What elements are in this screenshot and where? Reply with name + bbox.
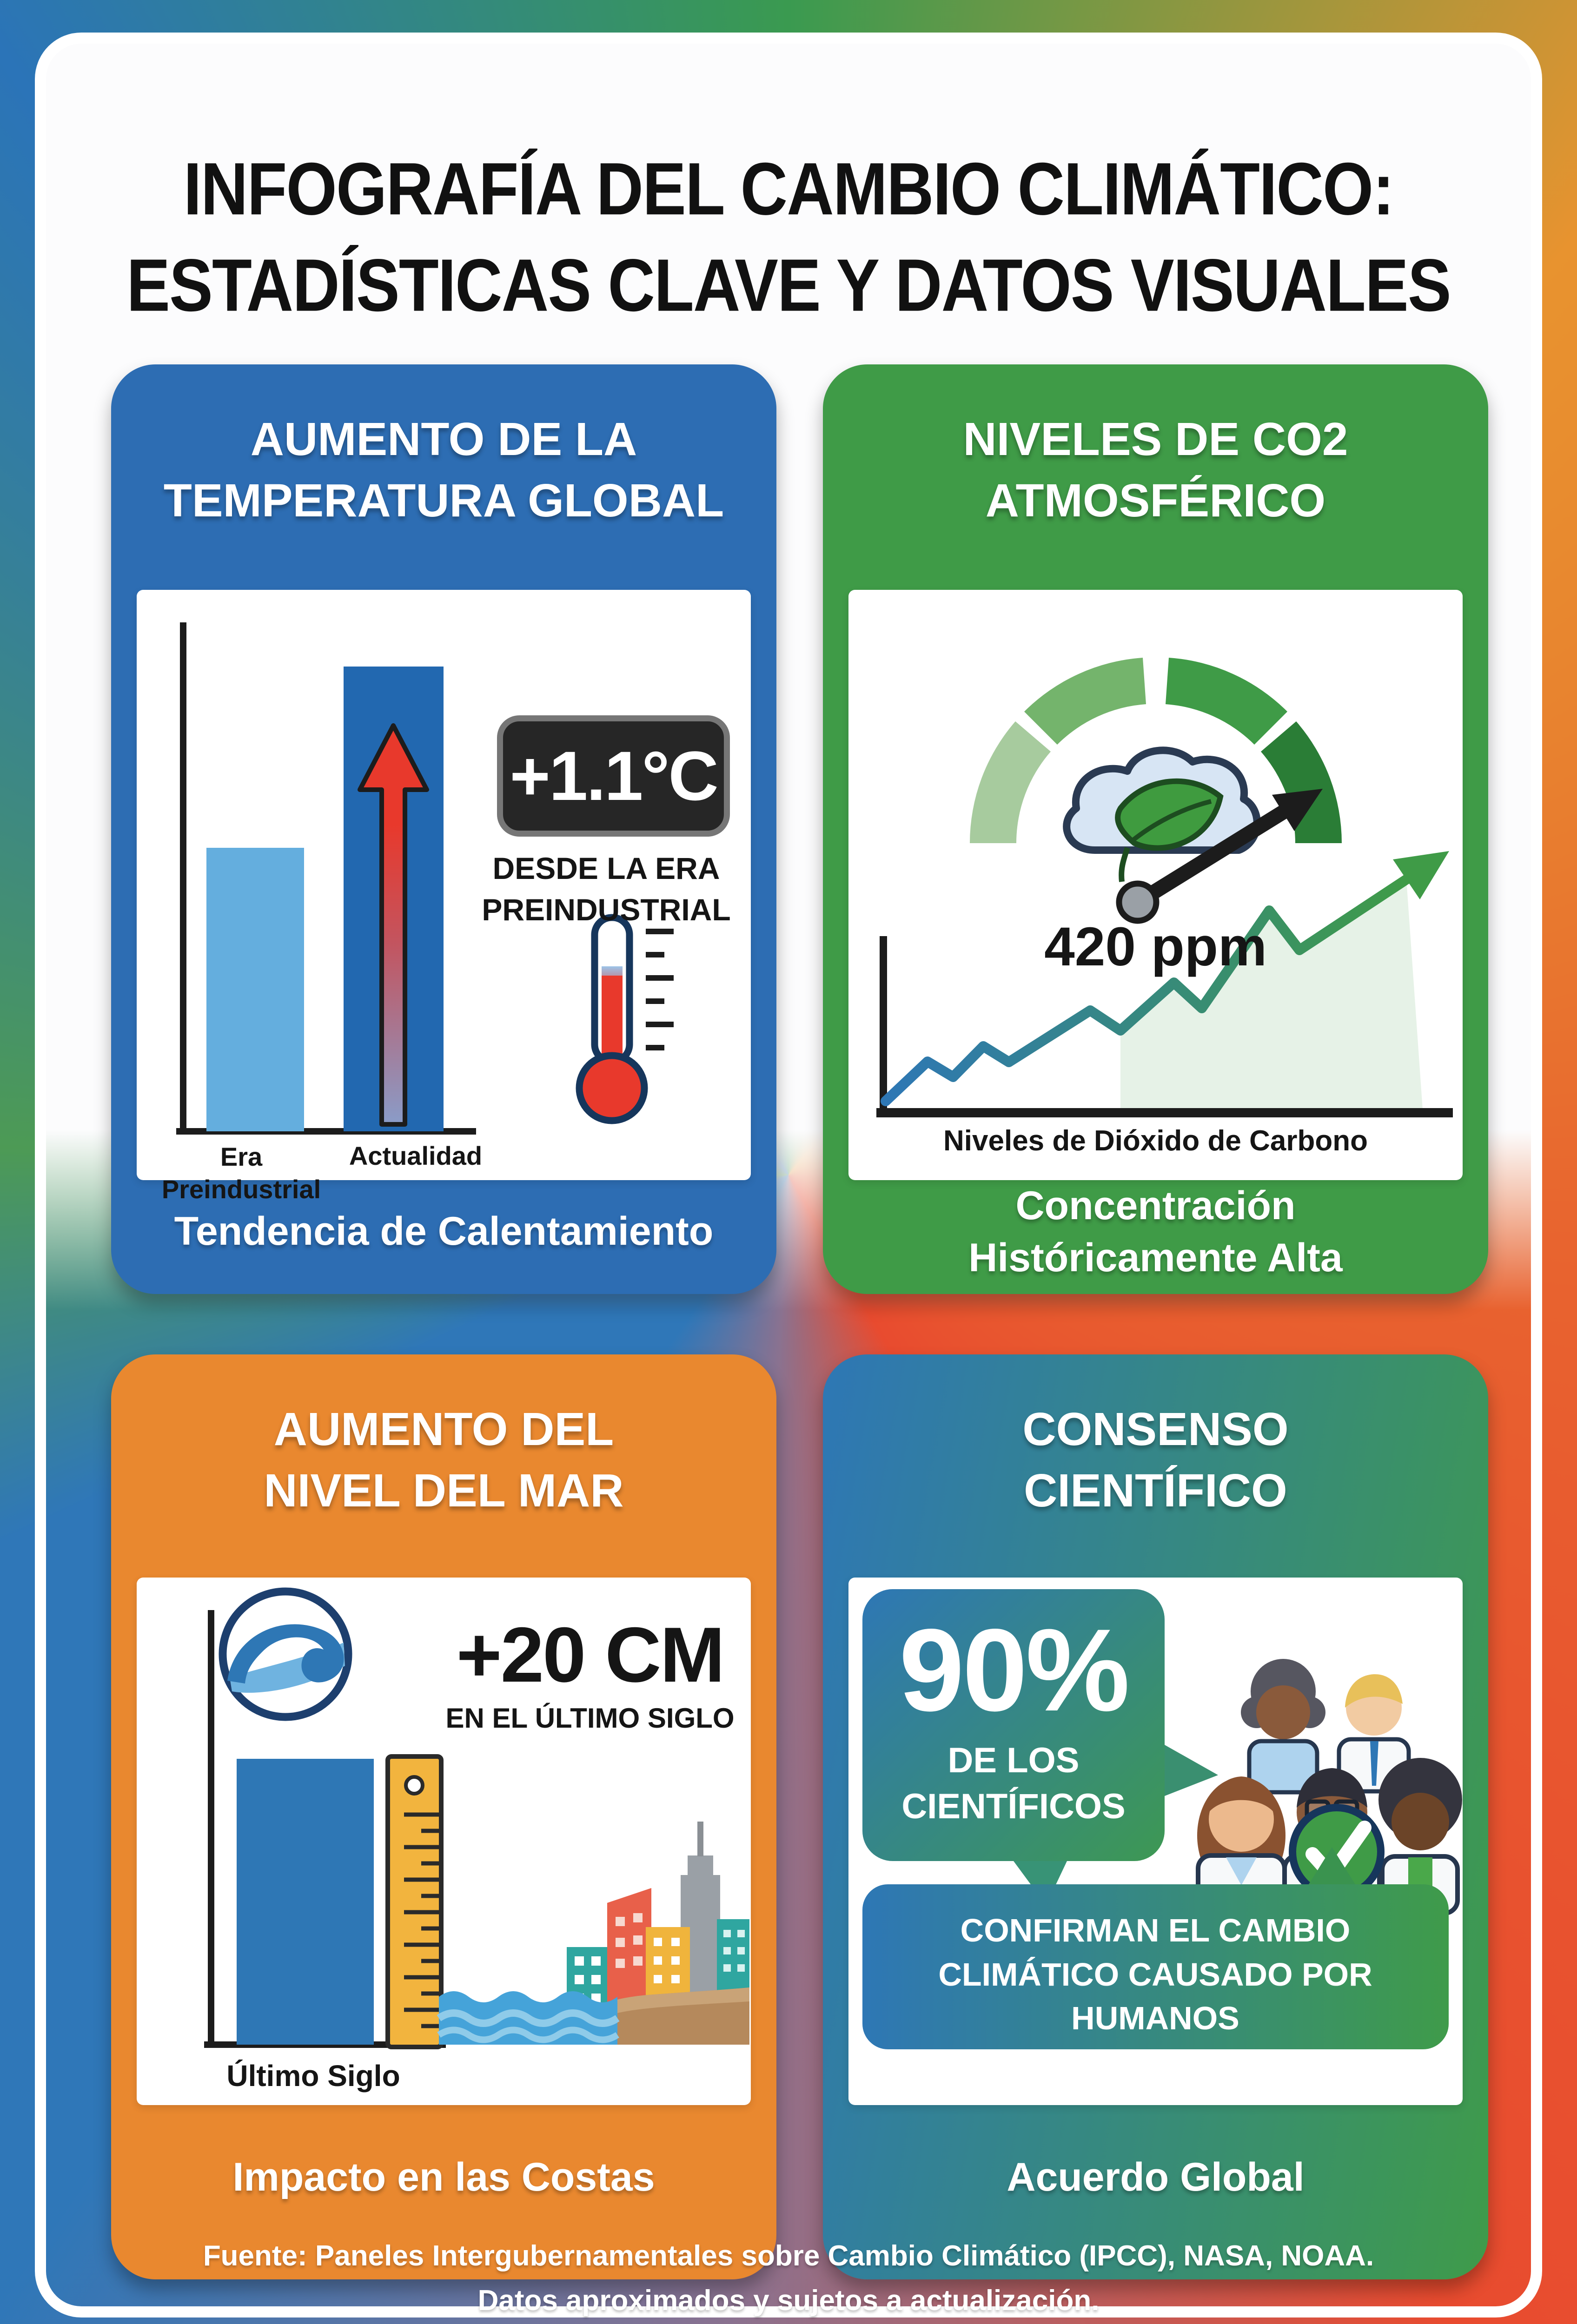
- temperature-badge: +1.1°C: [497, 715, 730, 837]
- sea-value-text: +20 CM: [456, 1611, 725, 1698]
- label-era-line2: Preindustrial: [161, 1175, 321, 1204]
- card-consensus-footer-text: Acuerdo Global: [1007, 2155, 1305, 2199]
- co2-gauge-and-trend: [876, 658, 1453, 1117]
- source-footer: Fuente: Paneles Intergubernamentales sob…: [46, 2234, 1531, 2323]
- temperature-bar-chart: [176, 622, 674, 1135]
- card-temperature: AUMENTO DE LA TEMPERATURA GLOBAL: [111, 364, 776, 1294]
- content-panel: INFOGRAFÍA DEL CAMBIO CLIMÁTICO: ESTADÍS…: [35, 33, 1542, 2317]
- card-sea-level: AUMENTO DEL NIVEL DEL MAR: [111, 1354, 776, 2279]
- card-consensus-footer: Acuerdo Global: [842, 2152, 1470, 2204]
- card-consensus-title-line1: CONSENSO: [1022, 1403, 1289, 1455]
- card-co2-footer-line2: Históricamente Alta: [968, 1235, 1343, 1280]
- source-footer-line1: Fuente: Paneles Intergubernamentales sob…: [203, 2240, 1374, 2272]
- card-co2-title-line1: NIVELES DE CO2: [963, 413, 1348, 465]
- badge-caption-line2: PREINDUSTRIAL: [482, 892, 731, 927]
- wave-icon: [219, 1587, 352, 1721]
- co2-value: 420 ppm: [848, 915, 1463, 978]
- temperature-badge-value: +1.1°C: [510, 737, 718, 815]
- card-consensus: CONSENSO CIENTÍFICO: [823, 1354, 1488, 2279]
- sea-value: +20 CM: [434, 1610, 746, 1700]
- needle-icon: [1116, 789, 1323, 924]
- consensus-stat-text: 90%: [899, 1605, 1130, 1736]
- card-temperature-footer: Tendencia de Calentamiento: [130, 1206, 758, 1258]
- sea-level-illustration: [204, 1587, 749, 2049]
- card-sea-title-line1: AUMENTO DEL: [273, 1403, 614, 1455]
- co2-trend-line-chart: [876, 851, 1453, 1117]
- card-sea-level-title: AUMENTO DEL NIVEL DEL MAR: [130, 1399, 758, 1521]
- consensus-panel: 90% DE LOS CIENTÍFICOS CONFIRMAN EL CAMB…: [848, 1578, 1463, 2105]
- co2-value-text: 420 ppm: [1044, 916, 1267, 977]
- co2-chart-panel: 420 ppm Niveles de Dióxido de Carbono: [848, 590, 1463, 1180]
- banner-line3: HUMANOS: [1071, 2000, 1239, 2036]
- gauge-icon: [970, 658, 1342, 843]
- card-co2: NIVELES DE CO2 ATMOSFÉRICO: [823, 364, 1488, 1294]
- bar-era-preindustrial: [206, 848, 304, 1131]
- trend-arrowhead-icon: [1393, 851, 1449, 899]
- ruler-icon: [385, 1754, 444, 2049]
- card-co2-footer-line1: Concentración: [1015, 1183, 1296, 1228]
- card-temperature-title-line1: AUMENTO DE LA: [250, 413, 637, 465]
- badge-caption-line1: DESDE LA ERA: [492, 851, 720, 885]
- label-actualidad-text: Actualidad: [349, 1141, 483, 1170]
- scientist-front-left: [1196, 1776, 1287, 1916]
- speech-bubble: [862, 1589, 1218, 1905]
- label-era-line1: Era: [220, 1142, 263, 1171]
- consensus-stat: 90%: [862, 1603, 1165, 1737]
- consensus-caption-line2: CIENTÍFICOS: [901, 1786, 1126, 1826]
- card-sea-title-line2: NIVEL DEL MAR: [264, 1465, 624, 1517]
- card-consensus-title: CONSENSO CIENTÍFICO: [842, 1399, 1470, 1521]
- cloud-leaf-icon: [1063, 746, 1261, 882]
- card-co2-title: NIVELES DE CO2 ATMOSFÉRICO: [842, 409, 1470, 531]
- city-coast-illustration: [437, 1822, 749, 2045]
- label-actualidad: Actualidad: [332, 1141, 499, 1171]
- label-era-preindustrial: Era Preindustrial: [141, 1141, 341, 1206]
- card-temperature-title-line2: TEMPERATURA GLOBAL: [163, 475, 724, 527]
- sea-value-caption-text: EN EL ÚLTIMO SIGLO: [445, 1703, 735, 1734]
- card-temperature-footer-text: Tendencia de Calentamiento: [174, 1209, 714, 1254]
- bar-ultimo-siglo: [237, 1759, 374, 2045]
- page-title-line1: INFOGRAFÍA DEL CAMBIO CLIMÁTICO:: [183, 147, 1394, 231]
- consensus-stat-caption: DE LOS CIENTÍFICOS: [862, 1738, 1165, 1830]
- banner-line2: CLIMÁTICO CAUSADO POR: [938, 1956, 1372, 1993]
- consensus-caption-line1: DE LOS: [948, 1741, 1080, 1780]
- card-co2-title-line2: ATMOSFÉRICO: [985, 475, 1326, 527]
- consensus-banner: [862, 1847, 1449, 2049]
- banner-line1: CONFIRMAN EL CAMBIO: [960, 1912, 1351, 1948]
- card-consensus-title-line2: CIENTÍFICO: [1024, 1465, 1287, 1517]
- sea-axis-label-text: Último Siglo: [226, 2059, 400, 2093]
- card-temperature-title: AUMENTO DE LA TEMPERATURA GLOBAL: [130, 409, 758, 531]
- badge-caption: DESDE LA ERA PREINDUSTRIAL: [462, 848, 750, 931]
- arrow-up-icon: [358, 723, 429, 1127]
- thermometer-icon: [576, 914, 674, 1124]
- sea-value-caption: EN EL ÚLTIMO SIGLO: [434, 1702, 746, 1734]
- co2-chart-label-text: Niveles de Dióxido de Carbono: [943, 1125, 1368, 1157]
- source-footer-line2: Datos aproximados y sujetos a actualizac…: [477, 2284, 1100, 2317]
- card-sea-footer: Impacto en las Costas: [130, 2152, 758, 2204]
- consensus-banner-text: CONFIRMAN EL CAMBIO CLIMÁTICO CAUSADO PO…: [876, 1908, 1434, 2040]
- sea-axis-label: Último Siglo: [183, 2059, 444, 2093]
- card-sea-footer-text: Impacto en las Costas: [232, 2155, 655, 2199]
- card-co2-footer: Concentración Históricamente Alta: [842, 1180, 1470, 1284]
- page-title-line2: ESTADÍSTICAS CLAVE Y DATOS VISUALES: [126, 244, 1451, 327]
- page-title: INFOGRAFÍA DEL CAMBIO CLIMÁTICO: ESTADÍS…: [83, 141, 1494, 335]
- sea-level-panel: +20 CM EN EL ÚLTIMO SIGLO Último Siglo: [137, 1578, 751, 2105]
- scientist-back-left: [1241, 1659, 1325, 1795]
- co2-chart-label: Niveles de Dióxido de Carbono: [848, 1124, 1463, 1157]
- consensus-illustration: [862, 1589, 1462, 2049]
- temperature-chart-panel: +1.1°C DESDE LA ERA PREINDUSTRIAL Era Pr…: [137, 590, 751, 1204]
